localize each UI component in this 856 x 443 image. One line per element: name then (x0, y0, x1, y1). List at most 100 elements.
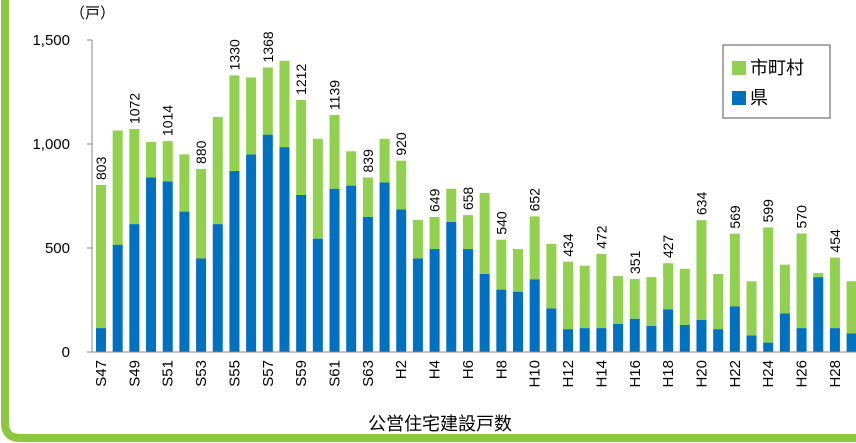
bar-segment (479, 192, 490, 274)
y-tick-label: 500 (45, 240, 70, 257)
bar-segment (829, 328, 840, 352)
bar-segment (796, 328, 807, 352)
bar-segment (779, 313, 790, 352)
bar-segment (546, 243, 557, 309)
bar-segment (663, 309, 674, 352)
y-unit: （戸） (70, 5, 115, 22)
bar-segment (462, 249, 473, 352)
bar-segment (379, 138, 390, 183)
bar-segment (563, 261, 574, 330)
bar-segment (212, 116, 223, 225)
bar-segment (629, 318, 640, 352)
bar-segment (563, 329, 574, 352)
x-tick-label: S63 (360, 360, 377, 387)
bar-segment (229, 171, 240, 352)
bar-segment (729, 306, 740, 352)
bar-segment (396, 160, 407, 210)
total-label: 1368 (260, 31, 276, 62)
bar-segment (329, 188, 340, 352)
bar-segment (579, 328, 590, 352)
bar-segment (613, 323, 624, 352)
bar-segment (162, 141, 173, 182)
bar-segment (329, 115, 340, 189)
x-tick-label: S49 (126, 360, 143, 387)
bar-segment (229, 75, 240, 172)
bar-segment (246, 77, 257, 155)
bar-segment (746, 281, 757, 336)
x-tick-label: H2 (393, 360, 410, 379)
bar-segment (713, 274, 724, 330)
bar-segment (96, 184, 106, 329)
bar-segment (446, 188, 457, 222)
bar-segment (546, 308, 557, 352)
bar-segment (112, 130, 123, 245)
bar-segment (763, 227, 774, 343)
bar-segment (629, 278, 640, 319)
bar-segment (346, 185, 357, 352)
total-label: 570 (794, 205, 810, 229)
y-tick-label: 1,500 (32, 32, 70, 49)
total-label: 599 (760, 199, 776, 223)
total-label: 880 (193, 140, 209, 164)
x-tick-label: H6 (460, 360, 477, 379)
bar-segment (296, 99, 307, 195)
bar-segment (129, 224, 140, 352)
x-tick-label: S59 (293, 360, 310, 387)
total-label: 569 (727, 205, 743, 229)
total-label: 1139 (327, 80, 343, 110)
bar-segment (829, 257, 840, 329)
x-tick-label: S55 (226, 360, 243, 387)
bar-segment (429, 249, 440, 352)
total-label: 1014 (160, 105, 176, 136)
bar-segment (663, 263, 674, 310)
bar-segment (696, 319, 707, 352)
bar-segment (262, 134, 273, 352)
bar-segment (529, 279, 540, 352)
total-label: 803 (93, 156, 109, 180)
bar-segment (262, 67, 273, 135)
legend-swatch (732, 61, 746, 75)
bar-segment (746, 335, 757, 352)
bar-segment (196, 258, 207, 352)
total-label: 351 (627, 250, 643, 274)
total-label: 1072 (126, 93, 142, 124)
bar-segment (212, 224, 223, 352)
bar-segment (346, 151, 357, 186)
total-label: 1212 (293, 64, 309, 95)
bar-segment (596, 328, 607, 352)
bar-segment (179, 154, 190, 212)
x-tick-label: S53 (193, 360, 210, 387)
bar-segment (112, 244, 123, 352)
bar-segment (396, 209, 407, 352)
x-tick-label: S51 (160, 360, 177, 387)
bar-segment (796, 233, 807, 329)
x-tick-label: H26 (794, 360, 811, 388)
chart-title: 公営住宅建設戸数 (368, 414, 512, 434)
bar-segment (596, 253, 607, 329)
bar-segment (296, 194, 307, 352)
y-tick-label: 0 (62, 344, 70, 361)
bar-segment (479, 274, 490, 352)
x-tick-label: H14 (593, 360, 610, 388)
bar-segment (679, 324, 690, 352)
x-tick-label: H4 (427, 360, 444, 379)
bar-segment (196, 168, 207, 259)
bar-segment (96, 328, 106, 352)
bar-segment (779, 264, 790, 314)
bar-segment (462, 215, 473, 250)
bar-segment (362, 216, 373, 352)
bar-segment (429, 217, 440, 250)
x-tick-label: H18 (660, 360, 677, 388)
bar-segment (729, 233, 740, 307)
bar-segment (529, 216, 540, 280)
bar-segment (496, 239, 507, 290)
bar-segment (513, 291, 523, 352)
legend-box (722, 44, 831, 119)
x-tick-label: H12 (560, 360, 577, 388)
legend-label: 市町村 (750, 58, 804, 78)
bar-segment (146, 177, 157, 352)
total-label: 454 (827, 229, 843, 253)
bar-segment (646, 277, 657, 326)
